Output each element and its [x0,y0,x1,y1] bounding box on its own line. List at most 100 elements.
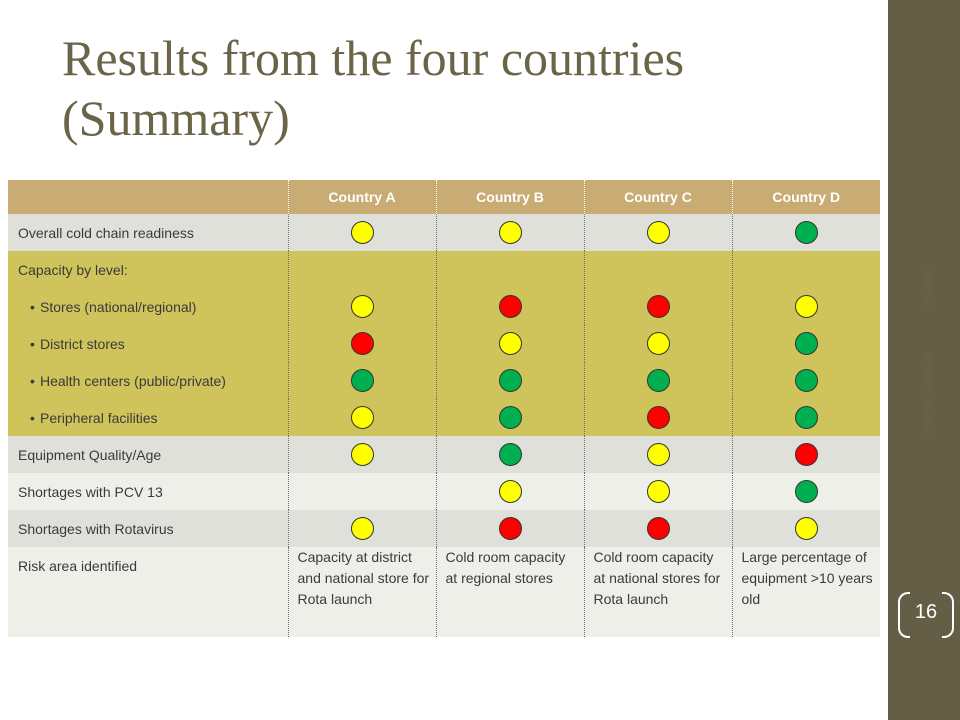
table-row: Overall cold chain readiness [8,214,880,251]
rating-cell [731,251,880,288]
rating-cell [731,214,880,251]
rating-cell [731,399,880,436]
header-corner [8,180,288,214]
rating-cell [287,288,436,325]
risk-cell: Cold room capacity at national stores fo… [583,547,732,637]
row-label: Equipment Quality/Age [8,436,288,473]
row-label: Overall cold chain readiness [8,214,288,251]
row-label: • Health centers (public/private) [8,362,288,399]
row-label-text: Capacity by level: [18,261,128,278]
bullet-icon: • [30,372,35,389]
rating-cell [731,362,880,399]
rating-cell [583,251,732,288]
rating-cell [435,214,584,251]
table-body: Overall cold chain readiness Capacity by … [8,214,880,637]
red-status-dot-icon [498,517,522,540]
red-status-dot-icon [646,406,670,429]
row-label-text: Health centers (public/private) [40,372,226,389]
row-label-text: District stores [40,335,125,352]
red-status-dot-icon [646,517,670,540]
yellow-status-dot-icon [350,221,374,244]
table-header-row: Country A Country B Country C Country D [8,180,880,214]
table-row: Equipment Quality/Age [8,436,880,473]
row-label: • District stores [8,325,288,362]
green-status-dot-icon [794,369,818,392]
rating-cell [287,399,436,436]
row-label-text: Shortages with PCV 13 [18,483,163,500]
red-status-dot-icon [498,295,522,318]
yellow-status-dot-icon [498,221,522,244]
green-status-dot-icon [794,221,818,244]
row-label: • Peripheral facilities [8,399,288,436]
rating-cell [583,436,732,473]
rating-cell [435,473,584,510]
row-label-text: Peripheral facilities [40,409,158,426]
yellow-status-dot-icon [350,517,374,540]
rating-cell [435,436,584,473]
risk-cell: Capacity at district and national store … [287,547,436,637]
column-header: Country C [583,180,732,214]
rating-cell [731,325,880,362]
column-header: Country D [731,180,880,214]
rating-cell [583,399,732,436]
yellow-status-dot-icon [646,332,670,355]
rating-cell [287,214,436,251]
row-label-text: Overall cold chain readiness [18,224,194,241]
row-label: Risk area identified [8,547,288,637]
right-bracket [942,592,954,638]
bullet-icon: • [30,409,35,426]
rating-cell [287,362,436,399]
table-row: Shortages with Rotavirus [8,510,880,547]
row-label: • Stores (national/regional) [8,288,288,325]
risk-cell: Cold room capacity at regional stores [435,547,584,637]
rating-cell [435,510,584,547]
rating-cell [287,510,436,547]
rating-cell [731,473,880,510]
row-label-text: Equipment Quality/Age [18,446,162,463]
yellow-status-dot-icon [498,480,522,503]
yellow-status-dot-icon [794,295,818,318]
slide-date: 1/5/2012 [921,263,935,310]
yellow-status-dot-icon [350,295,374,318]
green-status-dot-icon [498,406,522,429]
green-status-dot-icon [794,406,818,429]
results-table: Country A Country B Country C Country D … [8,180,880,637]
rating-cell [731,510,880,547]
green-status-dot-icon [794,480,818,503]
table-row: Capacity by level: [8,251,880,288]
page-number-box: 16 [898,592,954,638]
bullet-icon: • [30,298,35,315]
table-row: • Stores (national/regional) [8,288,880,325]
row-label: Shortages with Rotavirus [8,510,288,547]
green-status-dot-icon [794,332,818,355]
rating-cell [731,436,880,473]
rating-cell [435,288,584,325]
rating-cell [435,251,584,288]
table-row-risk: Risk area identified Capacity at district… [8,547,880,637]
yellow-status-dot-icon [646,480,670,503]
rating-cell [583,473,732,510]
risk-cell: Large percentage of equipment >10 years … [731,547,880,637]
row-label-text: Shortages with Rotavirus [18,520,174,537]
row-label-text: Stores (national/regional) [40,298,197,315]
rating-cell [583,362,732,399]
rating-cell [287,436,436,473]
bullet-icon: • [30,335,35,352]
column-header: Country A [287,180,436,214]
red-status-dot-icon [350,332,374,355]
column-header: Country B [435,180,584,214]
table-row: • Peripheral facilities [8,399,880,436]
row-label: Capacity by level: [8,251,288,288]
green-status-dot-icon [498,369,522,392]
red-status-dot-icon [794,443,818,466]
row-label: Shortages with PCV 13 [8,473,288,510]
rating-cell [287,251,436,288]
green-status-dot-icon [350,369,374,392]
table-row: • District stores [8,325,880,362]
rating-cell [583,288,732,325]
table-row: • Health centers (public/private) [8,362,880,399]
rating-cell [435,362,584,399]
rating-cell [583,214,732,251]
rating-cell [731,288,880,325]
rating-cell [287,325,436,362]
